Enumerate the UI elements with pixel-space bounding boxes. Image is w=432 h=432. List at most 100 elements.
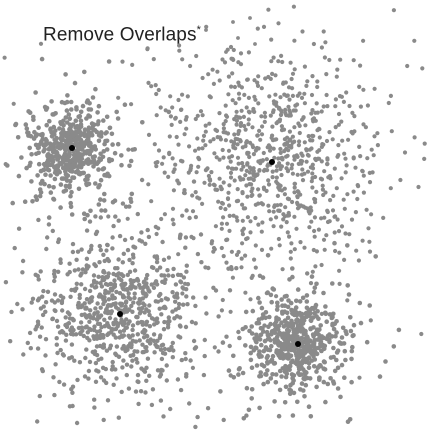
data-point [282, 186, 287, 191]
data-point [277, 368, 283, 374]
data-point [135, 276, 140, 282]
data-point [274, 315, 279, 321]
data-point [12, 245, 17, 251]
data-point [111, 271, 116, 277]
data-point [45, 235, 50, 240]
data-point [96, 138, 102, 144]
data-point [335, 386, 341, 391]
data-point [243, 253, 248, 258]
data-point [228, 44, 234, 50]
data-point [159, 216, 164, 222]
data-point [239, 108, 244, 113]
data-point [190, 365, 195, 370]
data-point [231, 213, 236, 218]
data-point [237, 335, 242, 341]
data-point [201, 133, 207, 138]
data-point [254, 145, 260, 151]
data-point [146, 80, 151, 85]
data-point [333, 125, 338, 130]
data-point [315, 149, 320, 154]
data-point [270, 353, 276, 359]
data-point [261, 24, 267, 29]
data-point [311, 353, 316, 359]
data-point [153, 224, 158, 229]
data-point [294, 226, 299, 231]
data-point [99, 335, 104, 340]
data-point [99, 356, 104, 361]
data-point [266, 203, 271, 208]
data-point [76, 186, 82, 192]
data-point [200, 113, 205, 118]
data-point [337, 250, 342, 255]
data-point [311, 133, 316, 139]
data-point [75, 143, 81, 149]
data-point [160, 279, 165, 284]
data-point [122, 237, 128, 243]
data-point [306, 345, 312, 351]
data-point [231, 140, 237, 145]
data-point [114, 344, 120, 349]
data-point [163, 108, 168, 113]
data-point [285, 153, 290, 158]
data-point [302, 394, 307, 399]
data-point [39, 56, 45, 62]
data-point [193, 303, 198, 309]
data-point [80, 103, 86, 109]
data-point [290, 71, 296, 76]
data-point [58, 205, 63, 210]
data-point [105, 242, 110, 248]
data-point [219, 186, 224, 192]
data-point [145, 356, 151, 361]
data-point [193, 321, 198, 326]
data-point [288, 382, 293, 388]
data-point [234, 114, 239, 119]
data-point [51, 124, 57, 130]
data-point [52, 300, 57, 305]
data-point [290, 337, 296, 342]
data-point [248, 344, 254, 350]
data-point [360, 169, 365, 174]
data-point [78, 132, 84, 137]
data-point [91, 159, 97, 164]
data-point [187, 401, 192, 406]
data-point [299, 364, 304, 370]
data-point [112, 278, 117, 283]
data-point [98, 151, 103, 157]
data-point [309, 111, 314, 116]
data-point [21, 352, 26, 357]
data-point [200, 146, 205, 151]
data-point [180, 92, 185, 97]
data-point [60, 155, 66, 161]
data-point [120, 334, 125, 339]
data-point [134, 356, 139, 362]
data-point [325, 381, 331, 387]
data-point [63, 139, 69, 145]
data-point [238, 123, 243, 128]
data-point [170, 217, 175, 222]
data-point [257, 354, 262, 360]
data-point [292, 38, 297, 43]
data-point [305, 339, 310, 344]
data-point [234, 252, 240, 257]
data-point [70, 390, 75, 395]
data-point [84, 347, 89, 352]
data-point [315, 337, 321, 342]
data-point [259, 229, 264, 234]
data-point [103, 281, 109, 287]
data-point [60, 127, 66, 132]
data-point [270, 372, 275, 377]
data-point [365, 156, 370, 161]
data-point [24, 126, 30, 131]
data-point [262, 119, 267, 124]
data-point [50, 316, 55, 321]
data-point [240, 218, 245, 223]
data-point [113, 214, 118, 219]
data-point [312, 234, 317, 239]
data-point [260, 124, 265, 129]
data-point [291, 4, 296, 9]
data-point [206, 72, 211, 77]
data-point [253, 265, 258, 270]
data-point [106, 59, 112, 64]
data-point [235, 218, 240, 223]
data-point [82, 286, 88, 292]
